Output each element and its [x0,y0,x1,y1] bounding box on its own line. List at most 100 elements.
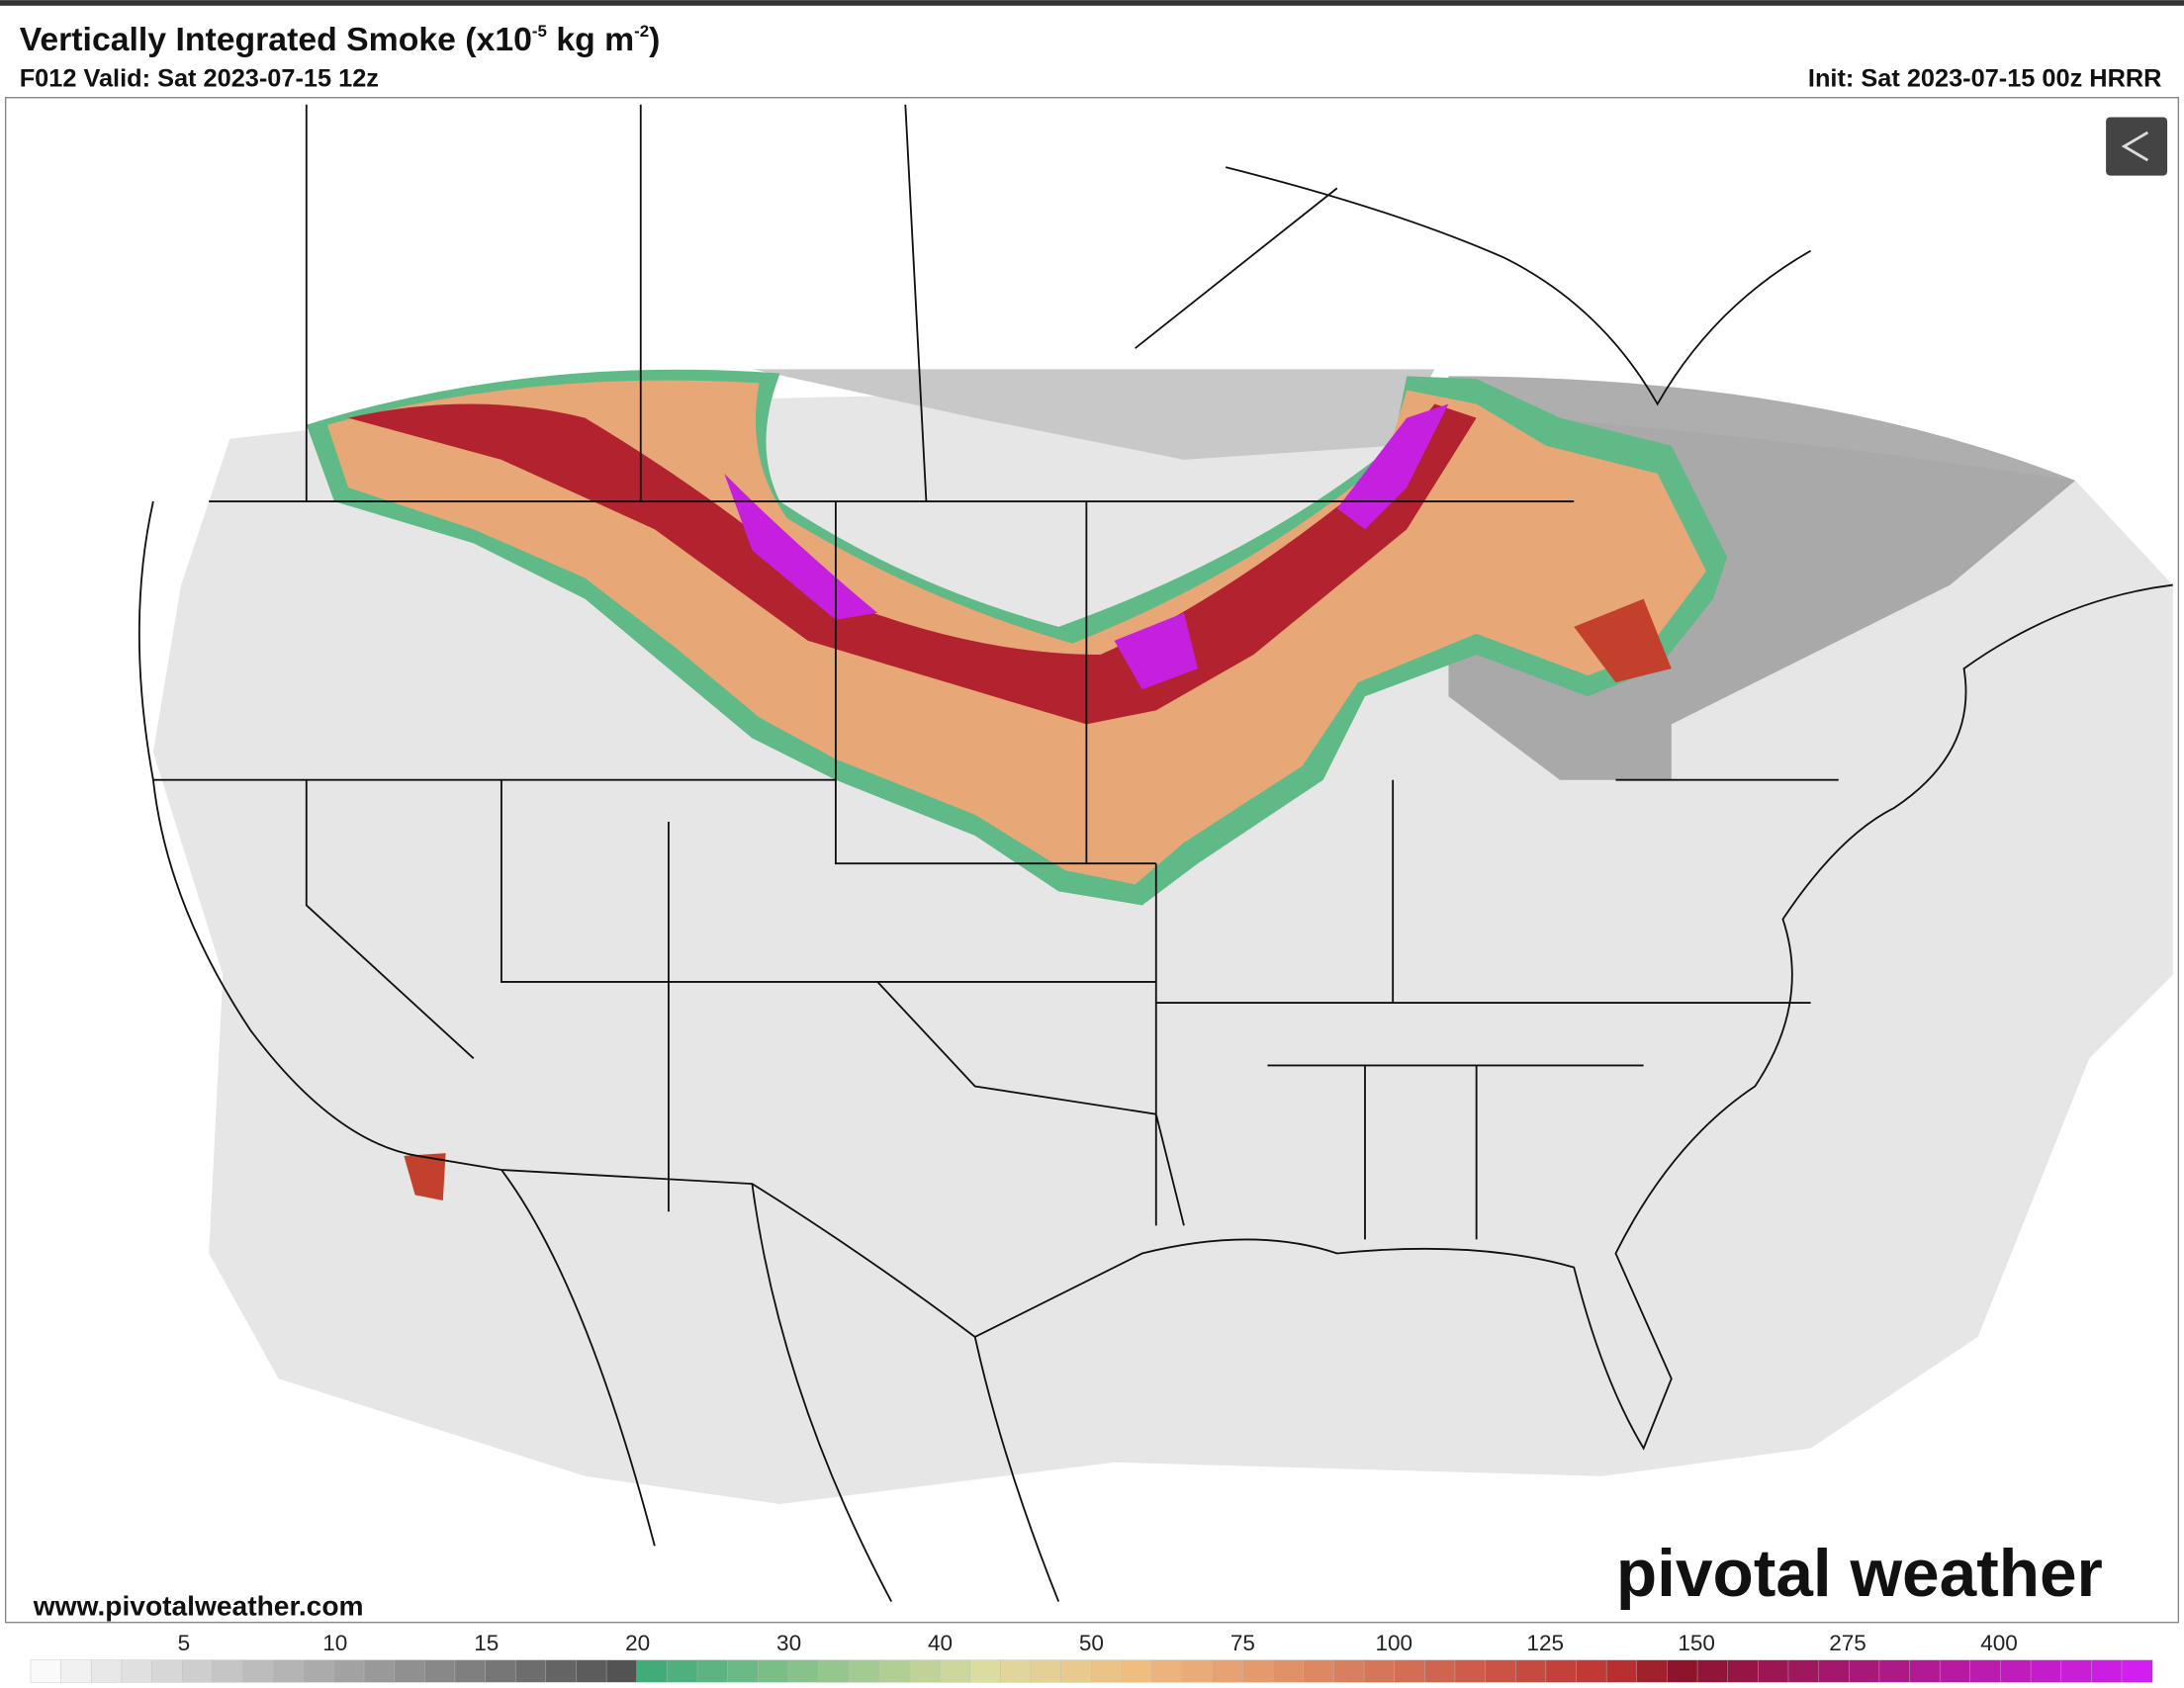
init-time: Init: Sat 2023-07-15 00z HRRR [1808,64,2162,92]
color-swatch [1758,1659,1789,1683]
color-swatch [2000,1659,2032,1683]
color-swatch [1909,1659,1942,1683]
valid-time: F012 Valid: Sat 2023-07-15 12z [20,64,379,92]
color-swatch [1151,1659,1184,1683]
top-border [0,0,2184,6]
color-swatch [151,1659,184,1683]
color-swatch [1485,1659,1517,1683]
color-swatch [787,1659,820,1683]
color-swatch [878,1659,911,1683]
share-button[interactable] [2106,117,2168,176]
color-swatch [363,1659,396,1683]
color-swatch [333,1659,365,1683]
color-swatch [1878,1659,1911,1683]
color-swatch [1849,1659,1880,1683]
color-swatch [30,1659,62,1683]
color-swatch [121,1659,153,1683]
colorbar-label: 400 [1980,1631,2018,1655]
color-swatch [424,1659,456,1683]
colorbar-label: 100 [1376,1631,1413,1655]
color-swatch [1060,1659,1093,1683]
color-swatch [2030,1659,2062,1683]
color-swatch [1969,1659,2002,1683]
color-swatch [1787,1659,1820,1683]
color-swatch [696,1659,729,1683]
color-swatch [636,1659,669,1683]
color-swatch [91,1659,123,1683]
color-swatch [818,1659,851,1683]
color-swatch [848,1659,880,1683]
color-swatch [454,1659,487,1683]
color-swatch [1394,1659,1426,1683]
color-swatch [1667,1659,1698,1683]
color-swatch [485,1659,517,1683]
color-swatch [212,1659,244,1683]
color-swatch [394,1659,426,1683]
colorbar-label: 10 [322,1631,347,1655]
brand-logo: pivotal weather [1616,1537,2103,1611]
colorbar-label: 20 [625,1631,650,1655]
color-swatch [758,1659,789,1683]
title-sup: -2 [634,22,649,41]
colorbar: 5 10 15 20 30 40 50 75 100 125 150 275 400 [0,1624,2184,1688]
website: www.pivotalweather.com [33,1591,364,1622]
color-swatch [60,1659,93,1683]
color-swatch [1424,1659,1456,1683]
color-swatch [242,1659,274,1683]
colorbar-label: 275 [1829,1631,1866,1655]
boundaries [137,104,2173,1602]
title: Vertically Integrated Smoke (x10-5 kg m-… [20,21,661,58]
color-swatch [909,1659,942,1683]
color-swatch [1818,1659,1851,1683]
color-swatch [272,1659,305,1683]
color-swatch [1576,1659,1608,1683]
color-swatch [1272,1659,1305,1683]
color-swatch [1000,1659,1032,1683]
color-swatch [1545,1659,1578,1683]
color-swatch [1212,1659,1244,1683]
color-swatch [1091,1659,1123,1683]
color-swatch [1242,1659,1275,1683]
colorbar-label: 125 [1526,1631,1564,1655]
colorbar-label: 15 [474,1631,499,1655]
colorbar-label: 30 [776,1631,801,1655]
title-text: kg m [547,21,634,58]
color-swatch [1181,1659,1214,1683]
color-swatch [303,1659,335,1683]
color-swatch [1121,1659,1153,1683]
share-icon [2121,131,2149,162]
color-swatch [1454,1659,1487,1683]
color-swatch [2091,1659,2123,1683]
color-swatch [727,1659,760,1683]
title-text: ) [649,21,660,58]
color-swatch [1696,1659,1729,1683]
color-swatch [1333,1659,1365,1683]
color-swatch [969,1659,1002,1683]
color-swatch [576,1659,608,1683]
colorbar-label: 75 [1230,1631,1255,1655]
color-swatch [1515,1659,1547,1683]
color-swatch [1303,1659,1335,1683]
color-swatch [545,1659,578,1683]
title-sup: -5 [532,22,547,41]
color-swatch [1727,1659,1760,1683]
color-swatch [667,1659,698,1683]
color-swatch [1363,1659,1396,1683]
color-swatch [2060,1659,2093,1683]
title-text: Vertically Integrated Smoke (x10 [20,21,532,58]
map: pivotal weather www.pivotalweather.com [4,97,2180,1624]
color-swatch [1939,1659,1971,1683]
color-swatch [939,1659,971,1683]
smoke-gray [752,369,1435,460]
colorbar-label: 5 [178,1631,191,1655]
color-swatch [605,1659,638,1683]
color-swatch [2121,1659,2153,1683]
colorbar-label: 150 [1678,1631,1715,1655]
color-swatch [1605,1659,1638,1683]
color-swatch [1636,1659,1669,1683]
color-swatch [1030,1659,1062,1683]
color-swatch [181,1659,214,1683]
colorbar-label: 50 [1079,1631,1104,1655]
smoke-plume-red [348,403,1477,725]
